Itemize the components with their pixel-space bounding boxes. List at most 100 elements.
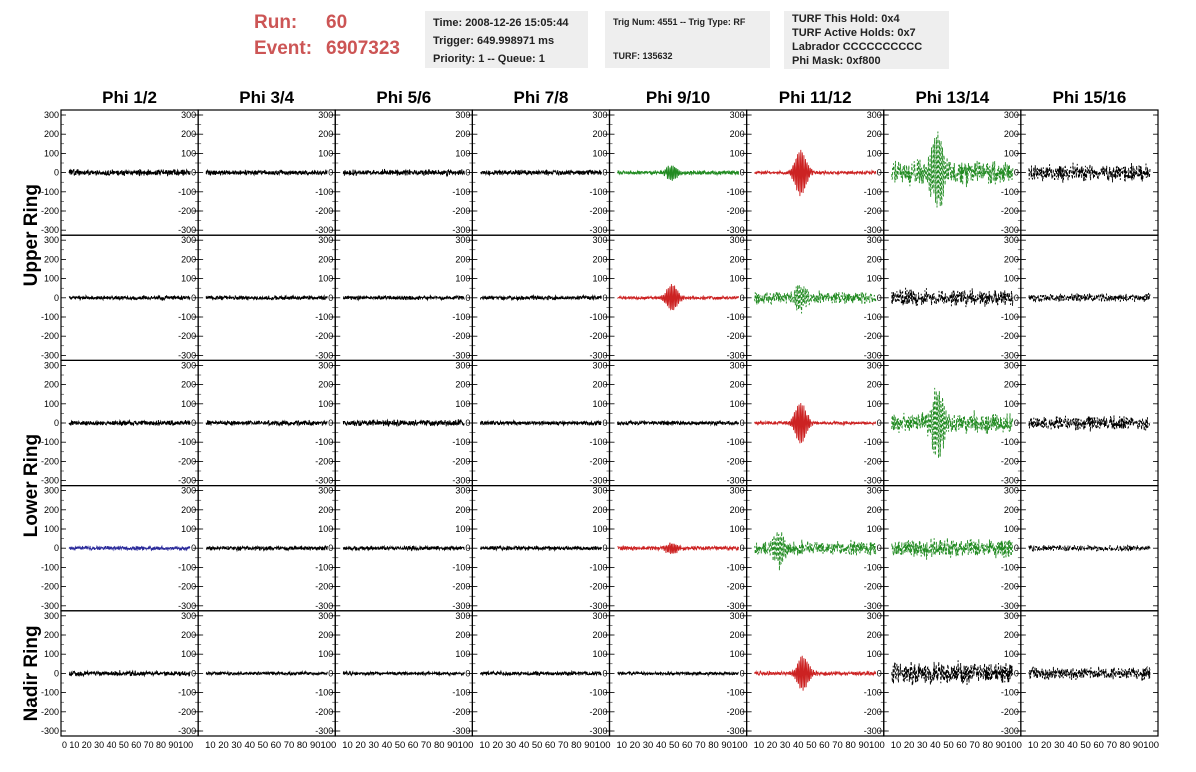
y-tick-label: 300 — [44, 360, 59, 370]
y-tick-label: -200 — [1001, 456, 1019, 466]
y-tick-label: -200 — [589, 707, 607, 717]
y-tick-label: -300 — [41, 225, 59, 235]
y-tick-label: -200 — [727, 456, 745, 466]
waveform-line — [891, 537, 1014, 560]
y-tick-label: 300 — [455, 360, 470, 370]
y-tick-label: 100 — [44, 148, 59, 158]
y-tick-label: 100 — [730, 274, 745, 284]
y-tick-label: 200 — [867, 380, 882, 390]
y-tick-label: 0 — [191, 668, 196, 678]
waveform-line — [342, 294, 465, 302]
y-tick-label: 100 — [44, 649, 59, 659]
y-tick-label: 300 — [318, 611, 333, 621]
waveform-line — [342, 418, 465, 428]
y-tick-label: -300 — [864, 350, 882, 360]
y-tick-label: -100 — [315, 688, 333, 698]
y-tick-label: -300 — [41, 601, 59, 611]
y-tick-label: -200 — [315, 206, 333, 216]
y-tick-label: 100 — [318, 649, 333, 659]
y-tick-label: 0 — [465, 293, 470, 303]
y-tick-label: 100 — [1004, 649, 1019, 659]
waveform-line — [479, 669, 602, 677]
y-tick-label: -100 — [727, 187, 745, 197]
y-tick-label: -300 — [452, 350, 470, 360]
y-tick-label: 100 — [44, 524, 59, 534]
y-tick-label: 200 — [181, 254, 196, 264]
y-tick-label: -200 — [727, 707, 745, 717]
y-tick-label: -100 — [864, 187, 882, 197]
y-tick-label: -100 — [41, 437, 59, 447]
y-tick-label: 100 — [730, 649, 745, 659]
y-tick-label: 300 — [181, 110, 196, 120]
y-tick-label: -200 — [1001, 707, 1019, 717]
x-tick-label: 10 20 30 40 50 60 70 80 90100 — [891, 740, 1022, 750]
y-tick-label: 200 — [44, 630, 59, 640]
y-tick-label: 200 — [1004, 630, 1019, 640]
y-tick-label: 200 — [592, 254, 607, 264]
y-tick-label: 100 — [1004, 524, 1019, 534]
y-tick-label: -100 — [1001, 437, 1019, 447]
y-tick-label: -200 — [727, 331, 745, 341]
run-number: Run: 60 — [254, 12, 347, 34]
y-tick-label: -100 — [589, 688, 607, 698]
y-tick-label: 0 — [877, 293, 882, 303]
y-tick-label: -200 — [1001, 206, 1019, 216]
y-tick-label: -300 — [178, 726, 196, 736]
y-tick-label: -100 — [41, 562, 59, 572]
y-tick-label: -200 — [452, 707, 470, 717]
y-tick-label: 0 — [877, 168, 882, 178]
y-tick-label: 0 — [465, 168, 470, 178]
y-tick-label: -300 — [452, 476, 470, 486]
y-tick-label: -200 — [589, 331, 607, 341]
column-title: Phi 5/6 — [376, 88, 431, 107]
y-tick-label: 200 — [455, 630, 470, 640]
y-tick-label: 100 — [592, 274, 607, 284]
y-tick-label: 100 — [730, 399, 745, 409]
y-tick-label: 200 — [867, 129, 882, 139]
waveform-line — [617, 419, 740, 427]
waveform-line — [1028, 162, 1151, 183]
waveform-line — [480, 169, 602, 177]
y-tick-label: 300 — [1004, 486, 1019, 496]
column-title: Phi 13/14 — [915, 88, 989, 107]
y-tick-label: -200 — [864, 206, 882, 216]
y-tick-label: -100 — [589, 562, 607, 572]
trigger-info-box: Trig Num: 4551 -- Trig Type: RF TURF: 13… — [605, 11, 770, 68]
waveform-line — [205, 294, 328, 301]
y-tick-label: 100 — [181, 148, 196, 158]
column-title: Phi 11/12 — [779, 88, 852, 107]
y-tick-label: 300 — [318, 110, 333, 120]
y-tick-label: -200 — [452, 456, 470, 466]
event-value: 6907323 — [326, 38, 400, 59]
y-tick-label: -200 — [178, 456, 196, 466]
y-tick-label: 100 — [867, 399, 882, 409]
y-tick-label: 100 — [44, 274, 59, 284]
y-tick-label: -300 — [589, 350, 607, 360]
y-tick-label: -100 — [178, 437, 196, 447]
y-tick-label: -300 — [452, 225, 470, 235]
waveform-line — [754, 655, 877, 691]
y-tick-label: -100 — [727, 562, 745, 572]
y-tick-label: 0 — [1014, 668, 1019, 678]
y-tick-label: -100 — [864, 688, 882, 698]
y-tick-label: 100 — [181, 274, 196, 284]
y-tick-label: 300 — [1004, 110, 1019, 120]
y-tick-label: -100 — [41, 688, 59, 698]
y-tick-label: -300 — [41, 476, 59, 486]
y-tick-label: 200 — [318, 254, 333, 264]
y-tick-label: 100 — [44, 399, 59, 409]
y-tick-label: -300 — [1001, 601, 1019, 611]
y-tick-label: 200 — [455, 254, 470, 264]
y-tick-label: -300 — [315, 476, 333, 486]
y-tick-label: -100 — [727, 437, 745, 447]
y-tick-label: 0 — [328, 418, 333, 428]
row-title: Nadir Ring — [21, 625, 42, 721]
waveform-line — [1028, 415, 1151, 432]
y-tick-label: 300 — [730, 360, 745, 370]
y-tick-label: -100 — [452, 312, 470, 322]
y-tick-label: 100 — [1004, 274, 1019, 284]
waveform-line — [68, 544, 191, 552]
y-tick-label: -100 — [864, 437, 882, 447]
y-tick-label: -100 — [1001, 562, 1019, 572]
y-tick-label: -100 — [589, 312, 607, 322]
